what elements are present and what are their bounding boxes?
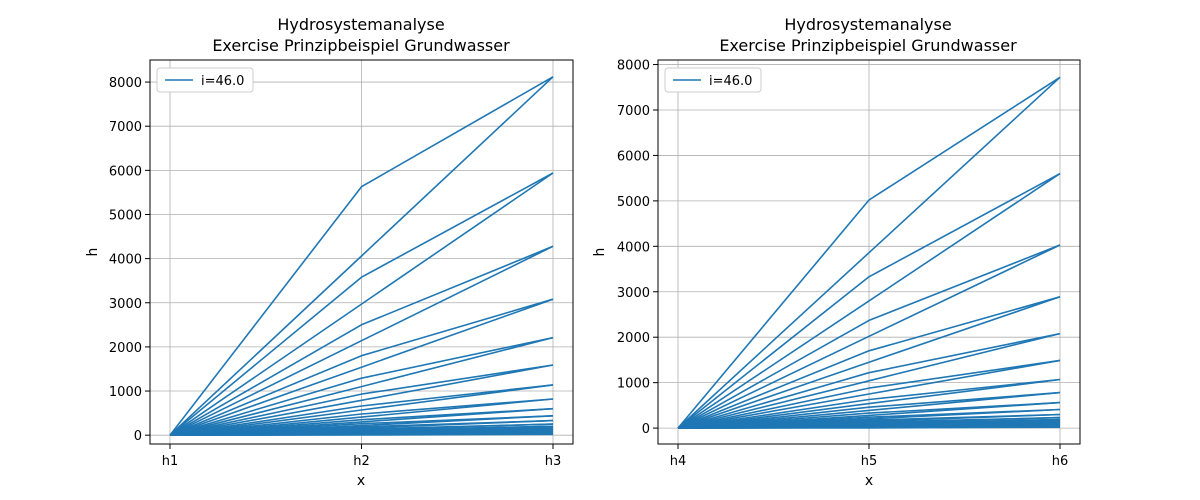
x-tick-label: h5 (861, 454, 878, 469)
series-line (169, 76, 554, 436)
legend-entry: i=46.0 (201, 74, 244, 89)
series-line (677, 76, 1061, 429)
x-tick-label: h4 (670, 454, 687, 469)
ticks: h4 h5 h6 0 1000 2000 3000 4000 5000 6000 7000 8000 (617, 59, 1068, 469)
series-line (677, 359, 1061, 429)
series-group (169, 76, 554, 437)
y-tick-label: 5000 (109, 208, 142, 223)
x-axis-label: x (357, 473, 365, 489)
series-line (169, 433, 554, 437)
y-tick-label: 5000 (617, 195, 650, 210)
chart-left: Hydrosystemanalyse Exercise Prinzipbeisp… (85, 15, 574, 489)
x-tick-label: h1 (162, 454, 179, 469)
series-line (677, 172, 1061, 429)
series-line (169, 336, 554, 436)
series-line (169, 245, 554, 436)
series-line (169, 245, 554, 436)
series-line (677, 332, 1061, 429)
y-tick-label: 0 (134, 429, 142, 444)
legend: i=46.0 (664, 67, 762, 93)
chart-right: Hydrosystemanalyse Exercise Prinzipbeisp… (592, 15, 1081, 489)
y-tick-label: 8000 (109, 76, 142, 91)
y-tick-label: 3000 (109, 297, 142, 312)
series-group (677, 76, 1061, 429)
y-axis-label: h (592, 248, 608, 257)
series-line (169, 364, 554, 436)
x-tick-label: h3 (545, 454, 562, 469)
series-line (677, 172, 1061, 429)
y-tick-label: 0 (642, 422, 650, 437)
series-line (677, 332, 1061, 429)
legend-box (156, 67, 254, 93)
series-line (677, 378, 1061, 429)
y-tick-label: 2000 (109, 341, 142, 356)
y-tick-label: 1000 (617, 377, 650, 392)
y-tick-label: 7000 (109, 120, 142, 135)
chart-title: Hydrosystemanalyse (277, 15, 444, 34)
series-line (169, 172, 554, 436)
series-line (169, 398, 554, 436)
series-line (169, 384, 554, 436)
series-line (169, 384, 554, 436)
series-line (677, 391, 1061, 429)
legend-box (664, 67, 762, 93)
series-line (677, 244, 1061, 429)
y-tick-label: 7000 (617, 104, 650, 119)
series-line (677, 76, 1061, 429)
series-line (677, 244, 1061, 429)
series-line (169, 298, 554, 436)
series-line (677, 378, 1061, 429)
ticks: h1 h2 h3 0 1000 2000 3000 4000 5000 6000 7000 8000 (109, 76, 561, 469)
series-line (677, 296, 1061, 429)
x-tick-label: h6 (1052, 454, 1069, 469)
y-tick-label: 4000 (109, 253, 142, 268)
y-tick-label: 1000 (109, 385, 142, 400)
chart-title: Hydrosystemanalyse (784, 15, 951, 34)
y-axis-label: h (85, 248, 101, 257)
x-tick-label: h2 (353, 454, 370, 469)
y-tick-label: 2000 (617, 331, 650, 346)
series-line (169, 398, 554, 436)
series-line (169, 364, 554, 436)
x-axis-label: x (865, 473, 873, 489)
legend-entry: i=46.0 (709, 74, 752, 89)
series-line (169, 336, 554, 436)
y-tick-label: 4000 (617, 240, 650, 255)
series-line (169, 298, 554, 436)
chart-subtitle: Exercise Prinzipbeispiel Grundwasser (212, 36, 510, 55)
series-line (677, 359, 1061, 429)
series-line (677, 296, 1061, 429)
chart-subtitle: Exercise Prinzipbeispiel Grundwasser (719, 36, 1017, 55)
y-tick-label: 6000 (109, 164, 142, 179)
series-line (677, 391, 1061, 429)
series-line (169, 76, 554, 436)
y-tick-label: 3000 (617, 286, 650, 301)
y-tick-label: 6000 (617, 149, 650, 164)
legend: i=46.0 (156, 67, 254, 93)
series-line (677, 426, 1061, 429)
series-line (169, 172, 554, 436)
y-tick-label: 8000 (617, 59, 650, 74)
